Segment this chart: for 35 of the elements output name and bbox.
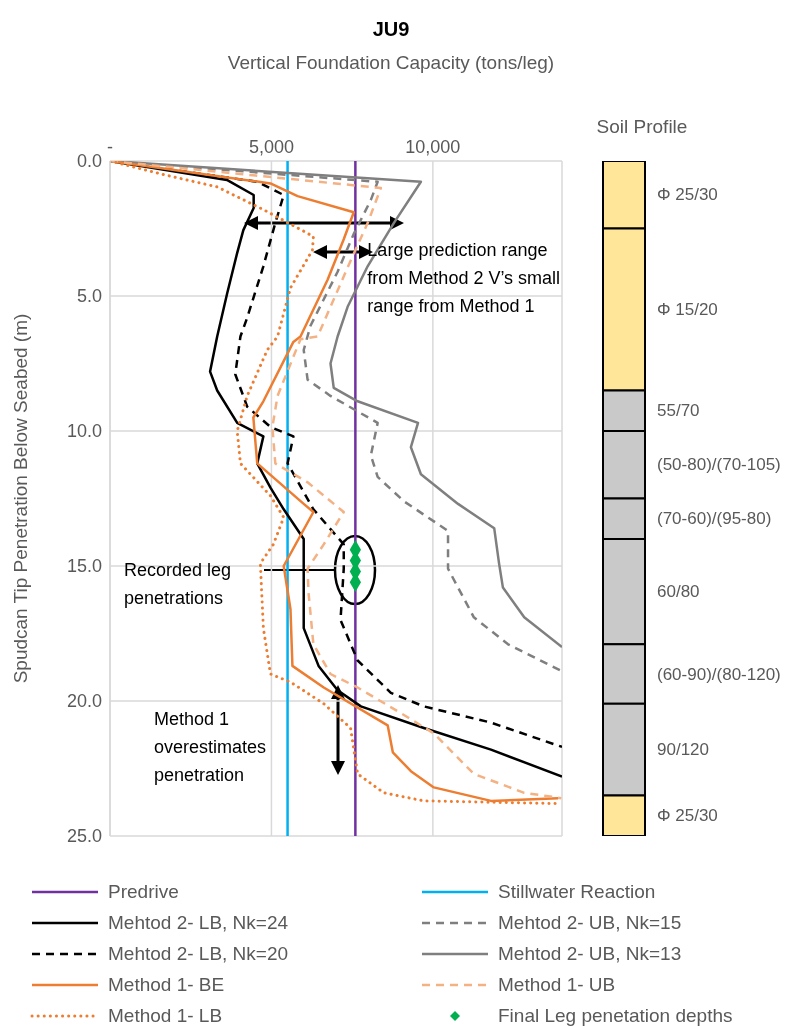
y-tick-label: 5.0 (76, 286, 102, 307)
legend-label: Mehtod 2- UB, Nk=15 (498, 911, 682, 934)
legend-label: Predrive (108, 880, 179, 903)
x-tick-label: 5,000 (248, 137, 294, 157)
annotation: Method 1 overestimates penetration (154, 708, 268, 787)
legend-label: Mehtod 2- UB, Nk=13 (498, 942, 682, 965)
y-tick-label: 25.0 (66, 826, 102, 847)
chart-title: Soil Profile (595, 116, 689, 138)
series-label: 60/80 (657, 582, 700, 602)
series-label: Φ 25/30 (657, 185, 718, 205)
legend-label: Method 1- UB (498, 973, 616, 996)
y-tick-label: 15.0 (66, 556, 102, 577)
series-label: Φ 15/20 (657, 300, 718, 319)
x-tick-label: 10,000 (405, 137, 461, 157)
series-label: Φ 25/30 (657, 806, 718, 826)
y-tick-label: 0.0 (76, 151, 102, 172)
legend-label: Final Leg penetation depths (498, 1004, 733, 1026)
legend-label: Mehtod 2- LB, Nk=20 (108, 942, 289, 965)
y-axis-title: Spudcan Tip Penetration Below Seabed (m) (9, 313, 31, 684)
y-tick-label: 10.0 (66, 421, 102, 442)
annotation: Large prediction range from Method 2 V’s small range from Method 1 (367, 238, 562, 318)
y-tick-label: 20.0 (66, 691, 102, 712)
annotation: Recorded leg penetrations (124, 559, 233, 610)
legend-label: Stillwater Reaction (498, 880, 656, 903)
x-tick-label: - (107, 137, 113, 157)
legend-label: Mehtod 2- LB, Nk=24 (108, 911, 289, 934)
legend-label: Method 1- LB (108, 1004, 223, 1026)
series-label: (60-90)/(80-120) (657, 664, 781, 684)
x-axis-title: Vertical Foundation Capacity (tons/leg) (226, 52, 556, 74)
series-label: (70-60)/(95-80) (657, 509, 772, 529)
legend-label: Method 1- BE (108, 973, 225, 996)
chart-title: JU9 (371, 18, 411, 41)
series-label: 55/70 (657, 401, 700, 421)
series-label: (50-80)/(70-105) (657, 455, 781, 475)
series-label: 90/120 (657, 740, 709, 760)
